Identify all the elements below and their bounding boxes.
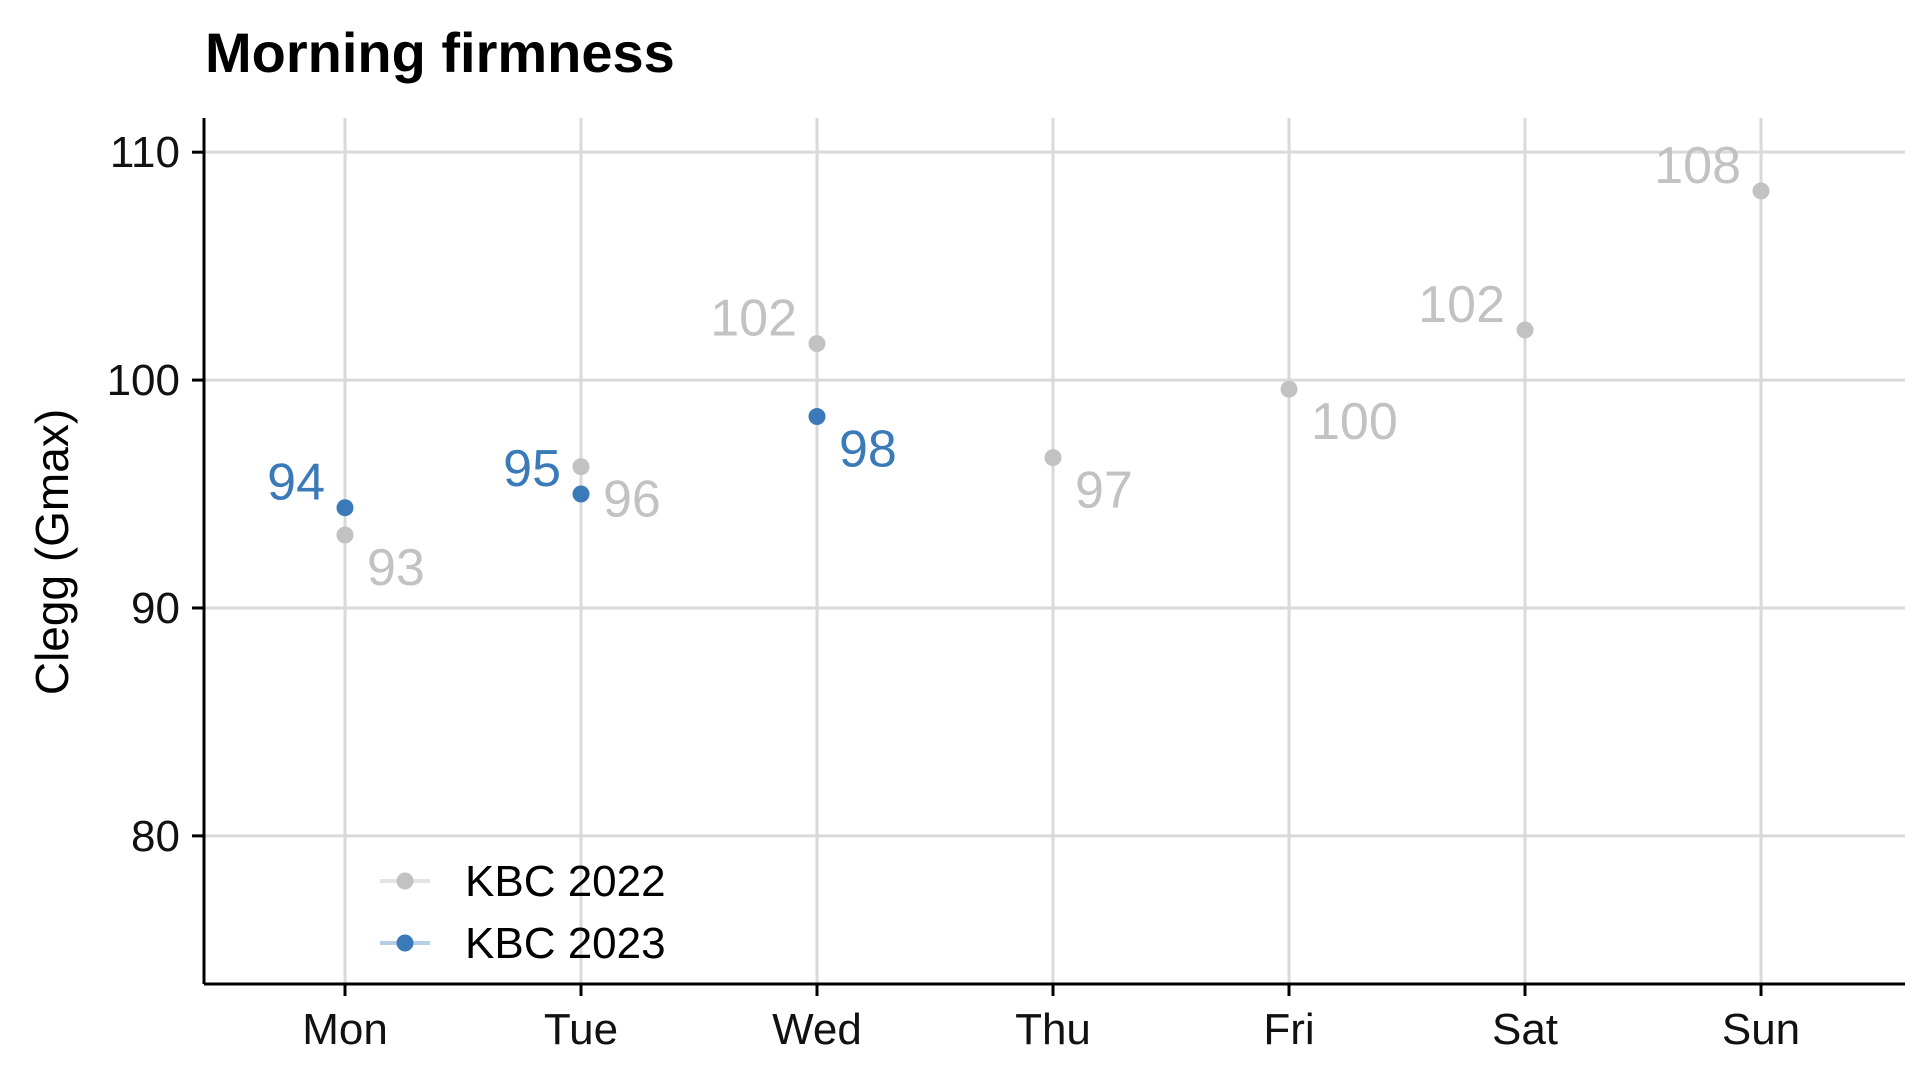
y-tick-label: 80 — [131, 812, 180, 861]
x-tick-label: Wed — [772, 1005, 862, 1054]
y-axis-title: Clegg (Gmax) — [26, 409, 78, 695]
data-label: 98 — [839, 421, 897, 479]
data-point — [1752, 182, 1770, 200]
x-tick-label: Mon — [302, 1005, 388, 1054]
data-marks — [336, 182, 1770, 544]
y-tick-label: 110 — [110, 128, 180, 177]
x-tick-label: Fri — [1263, 1005, 1314, 1054]
data-point — [572, 458, 590, 476]
x-tick-label: Thu — [1015, 1005, 1091, 1054]
data-point — [336, 499, 354, 517]
data-label: 93 — [367, 539, 425, 597]
data-point — [808, 408, 826, 426]
data-label: 97 — [1075, 462, 1133, 520]
x-tick-label: Tue — [544, 1005, 618, 1054]
data-label: 108 — [1654, 137, 1741, 195]
x-tick-label: Sat — [1492, 1005, 1558, 1054]
data-label: 102 — [710, 290, 797, 348]
data-label: 102 — [1418, 276, 1505, 334]
y-tick-label: 90 — [131, 584, 180, 633]
x-tick-label: Sun — [1722, 1005, 1800, 1054]
legend-key-point — [396, 934, 414, 952]
data-label: 95 — [503, 440, 561, 498]
legend-label: KBC 2023 — [465, 919, 666, 968]
grid — [204, 118, 1905, 984]
chart-title: Morning firmness — [205, 21, 675, 84]
data-labels: 93 96 102 97 100 102 108 94 95 98 — [267, 137, 1741, 597]
data-point — [1044, 449, 1062, 467]
legend-label: KBC 2022 — [465, 857, 666, 906]
axes: 80 90 100 110 Mon Tue Wed Thu Fri Sat Sun — [107, 118, 1905, 1054]
data-point — [336, 526, 354, 544]
data-label: 94 — [267, 454, 325, 512]
data-point — [572, 485, 590, 503]
data-point — [1280, 380, 1298, 398]
data-point — [1516, 321, 1534, 339]
y-tick-label: 100 — [107, 356, 180, 405]
data-point — [808, 335, 826, 353]
legend-key-point — [396, 872, 414, 890]
data-label: 96 — [603, 471, 661, 529]
legend: KBC 2022 KBC 2023 — [380, 857, 666, 968]
data-label: 100 — [1311, 393, 1398, 451]
